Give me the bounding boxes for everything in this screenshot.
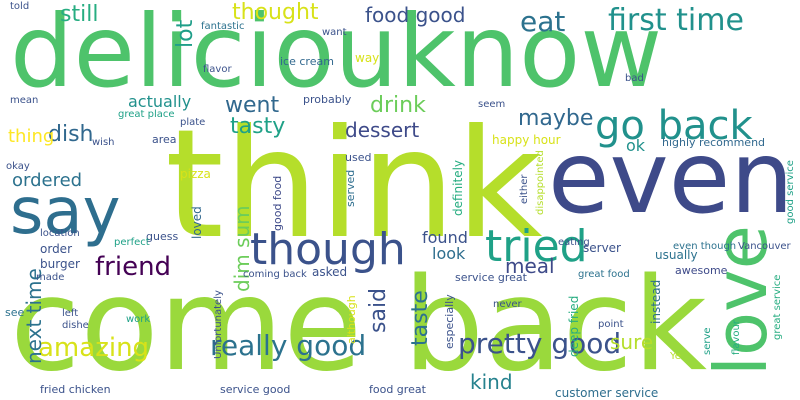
word: ice cream: [280, 55, 334, 68]
word: usually: [655, 248, 698, 262]
word: definitely: [451, 159, 465, 216]
word: perfect: [114, 237, 150, 248]
word: say: [10, 175, 121, 249]
word: seem: [478, 99, 506, 110]
word: tasty: [230, 114, 286, 139]
word: wish: [92, 137, 115, 148]
word: ordered: [12, 170, 83, 191]
word: amazing: [38, 333, 150, 363]
word: said: [366, 287, 391, 333]
word: asked: [312, 265, 348, 279]
word: taste: [408, 290, 433, 346]
word: flavor: [203, 64, 232, 75]
word: even though: [673, 241, 737, 252]
word: Ye: [670, 351, 681, 362]
word: customer service: [555, 386, 659, 400]
word: deep fried: [567, 295, 581, 357]
word: location: [40, 228, 80, 239]
word: although: [345, 295, 358, 344]
word: Vancouver: [738, 241, 791, 252]
word: server: [583, 241, 621, 255]
word: burger: [40, 257, 80, 271]
word: highly recommend: [662, 136, 766, 149]
word: thought: [232, 0, 319, 25]
word: told: [10, 1, 30, 12]
word: eat: [520, 5, 566, 38]
word: okay: [6, 161, 30, 172]
word: made: [36, 272, 65, 283]
word: awesome: [675, 264, 728, 277]
word: probably: [303, 93, 352, 106]
word: first time: [608, 3, 744, 38]
word: pretty good: [458, 327, 622, 360]
word: service great: [455, 271, 527, 284]
word: fried chicken: [40, 383, 111, 396]
word: great service: [772, 274, 783, 340]
word: even: [548, 119, 794, 236]
word: went: [225, 93, 280, 118]
word: area: [152, 133, 177, 146]
word: great food: [578, 269, 630, 280]
word: want: [322, 27, 347, 38]
word: meal: [505, 254, 555, 278]
word: mean: [10, 95, 39, 106]
word: disappointed: [535, 150, 546, 215]
word: order: [40, 242, 72, 256]
word: served: [344, 169, 357, 207]
word: flavour: [731, 320, 742, 355]
word: food great: [369, 383, 426, 396]
word: dessert: [345, 118, 420, 142]
word: found: [422, 228, 468, 247]
word: good service: [785, 160, 796, 224]
word: dish: [48, 122, 94, 147]
word: kind: [470, 370, 513, 394]
word: still: [60, 2, 99, 27]
word: deliciouknow: [10, 0, 663, 110]
word: tried: [485, 221, 588, 272]
word: happy hour: [492, 133, 561, 147]
word: though: [250, 224, 406, 275]
word: maybe: [518, 106, 594, 131]
word: instead: [649, 279, 663, 324]
word: work: [126, 314, 151, 325]
word: point: [598, 319, 624, 330]
word: loved: [190, 206, 204, 239]
word: really good: [210, 329, 367, 362]
word: never: [493, 299, 522, 310]
word: lot: [173, 19, 198, 48]
word: fantastic: [201, 21, 245, 32]
word: look: [432, 244, 466, 263]
word: ok: [626, 136, 646, 155]
word: go back: [595, 103, 753, 149]
word: serve: [702, 327, 713, 355]
word: think: [165, 98, 543, 272]
word: food good: [365, 3, 466, 27]
word: drink: [370, 93, 426, 118]
word: left: [62, 308, 79, 319]
word: come back: [10, 251, 707, 400]
word: Unfortunately: [213, 290, 224, 359]
word: way: [355, 51, 380, 65]
word: eating: [558, 237, 590, 248]
word: good food: [271, 175, 284, 231]
word: used: [345, 151, 372, 164]
word: see: [5, 306, 25, 319]
word: bad: [625, 73, 644, 84]
word: especially: [443, 294, 456, 349]
word: actually: [128, 92, 192, 111]
word: coming back: [243, 269, 307, 280]
word: thing: [8, 126, 55, 147]
word: service good: [220, 383, 291, 396]
word: great place: [118, 109, 175, 120]
word: pizza: [180, 167, 211, 181]
word: guess: [146, 230, 179, 243]
word: plate: [180, 117, 206, 128]
word: dishe: [62, 320, 89, 331]
word: either: [519, 174, 530, 204]
word: sure: [610, 330, 654, 354]
word: friend: [95, 252, 172, 282]
